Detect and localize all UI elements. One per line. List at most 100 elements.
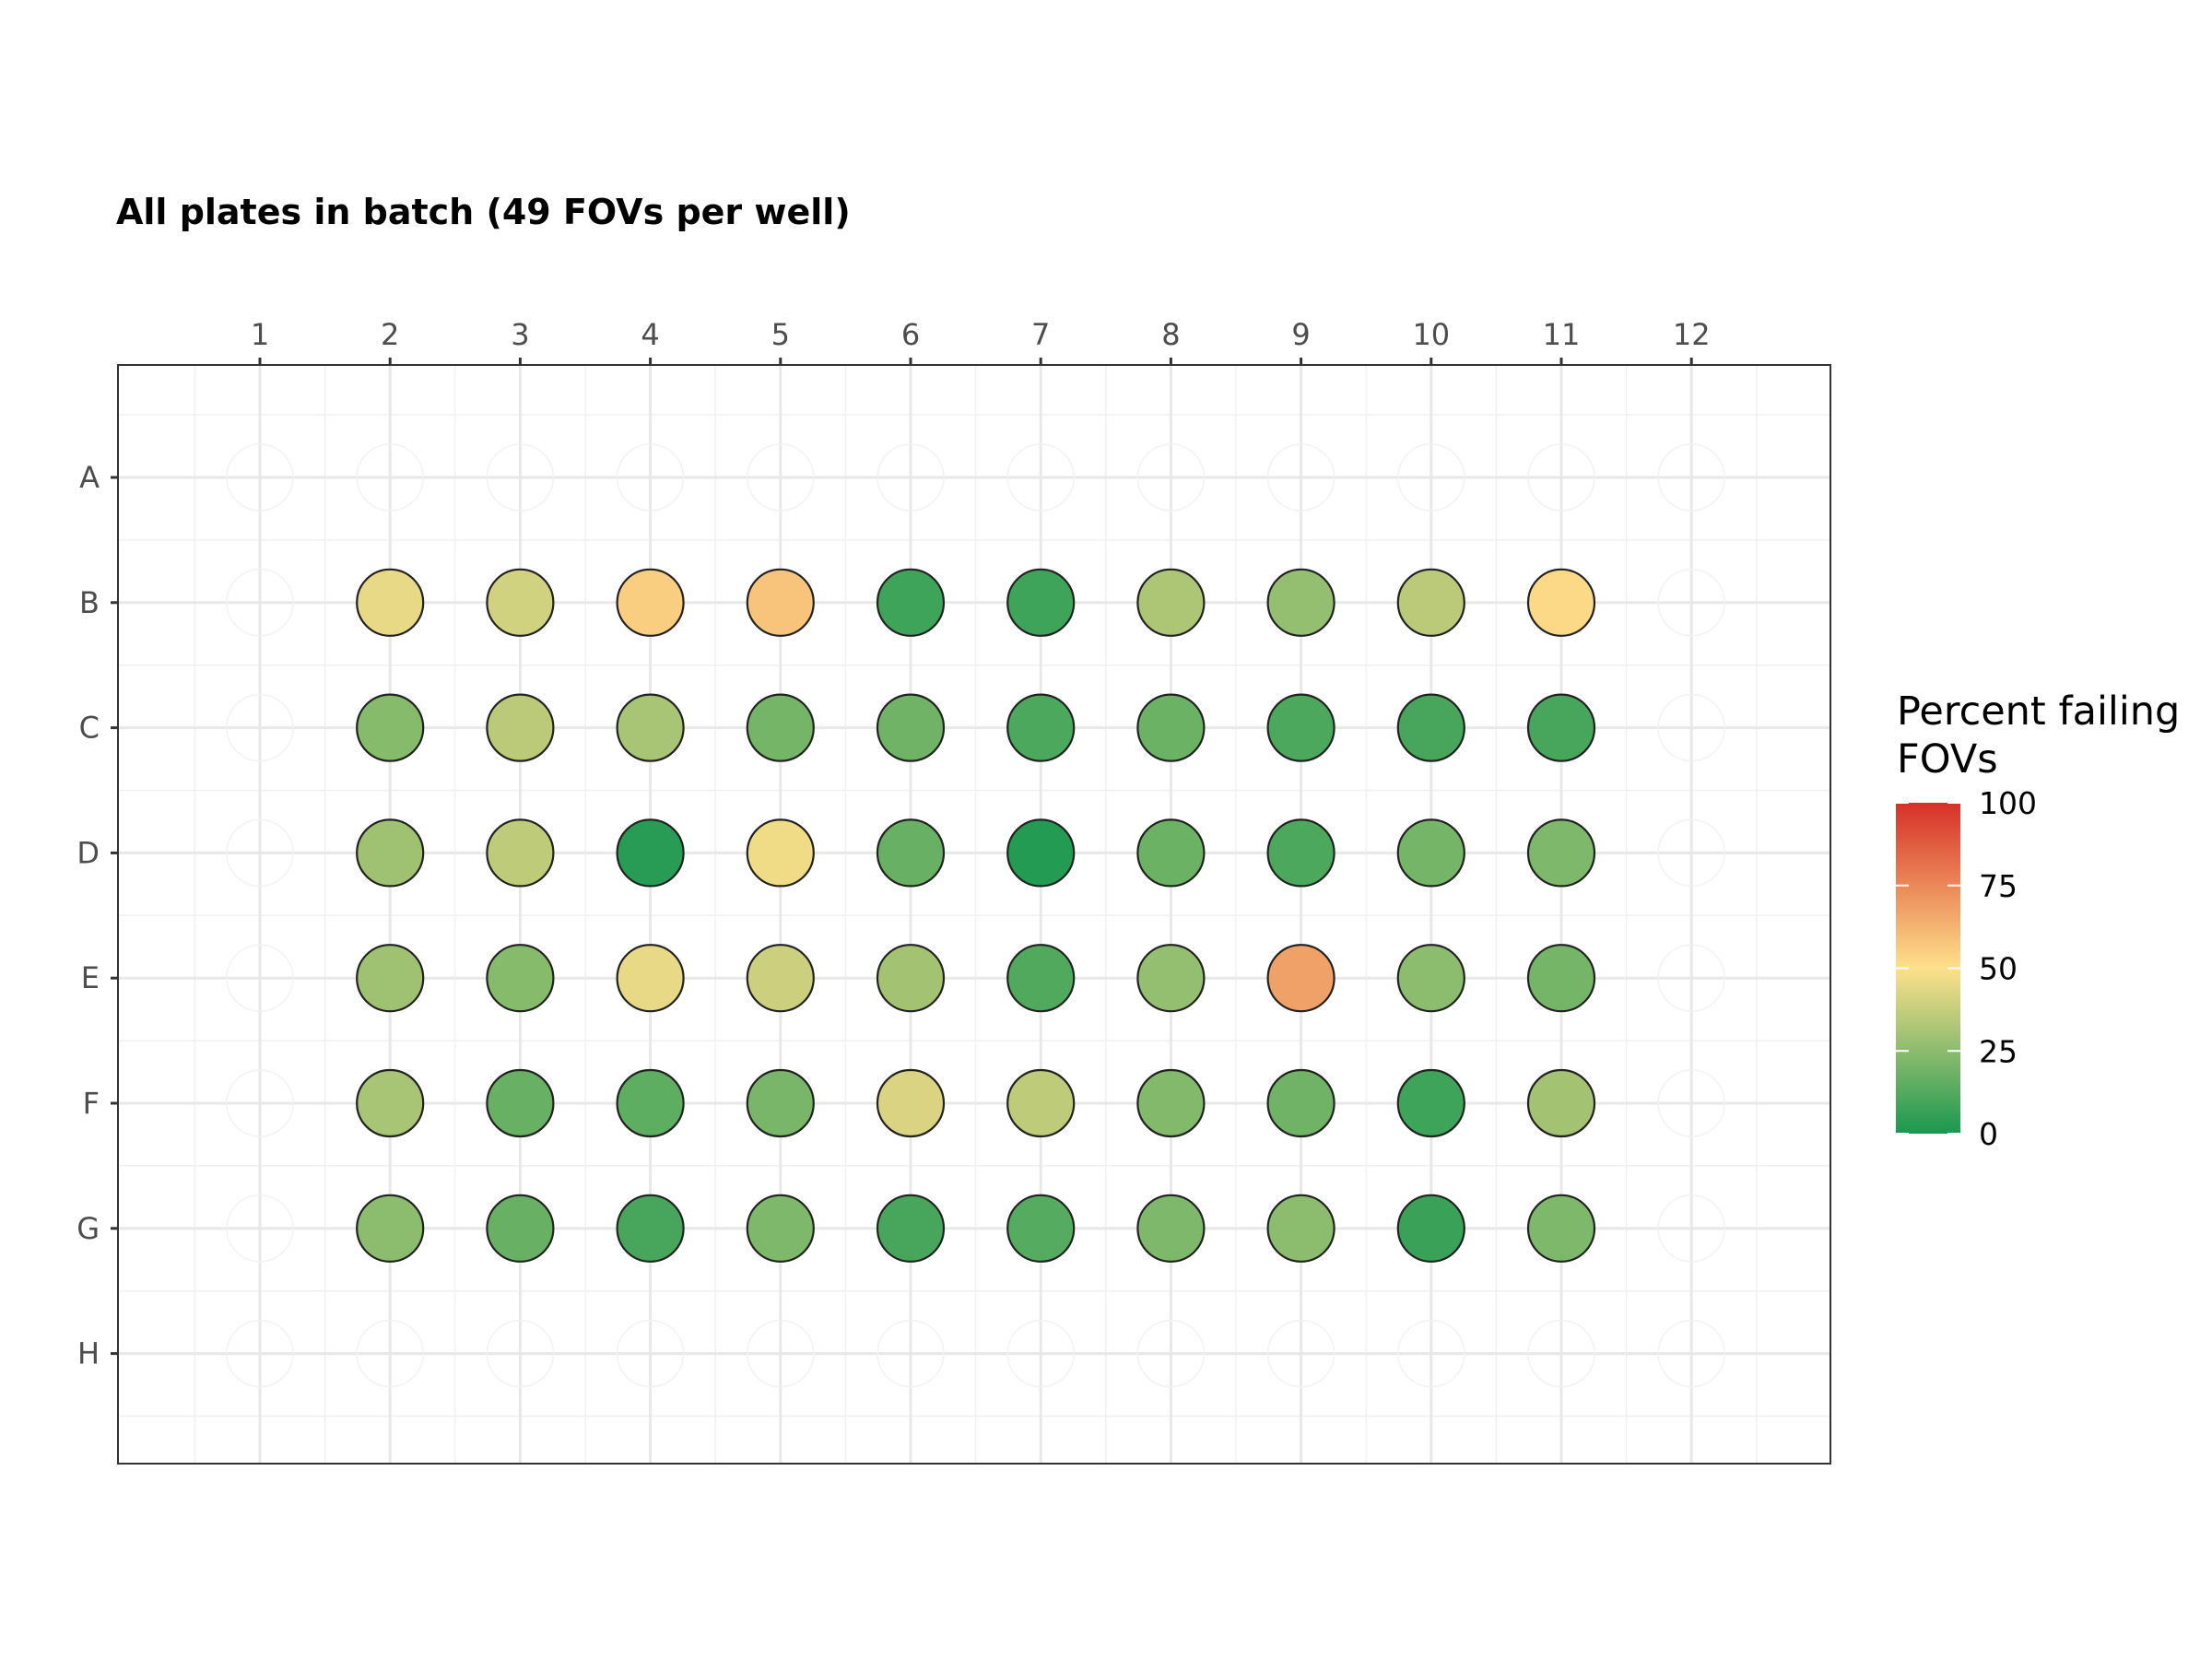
x-tick-label-10: 10 — [1412, 317, 1450, 352]
legend-title: Percent failing FOVs — [1897, 688, 2181, 782]
well-B2 — [356, 568, 425, 637]
x-tick-label-7: 7 — [1031, 317, 1050, 352]
x-tick-label-1: 1 — [251, 317, 269, 352]
empty-well-A3 — [486, 443, 555, 512]
well-D10 — [1396, 818, 1465, 888]
well-F7 — [1006, 1068, 1076, 1138]
well-G9 — [1266, 1194, 1335, 1263]
well-C2 — [356, 693, 425, 762]
well-E7 — [1006, 944, 1076, 1013]
empty-well-H1 — [226, 1319, 294, 1388]
empty-well-A1 — [226, 443, 294, 512]
legend-tick-label-75: 75 — [1979, 868, 2018, 904]
well-C10 — [1396, 693, 1465, 762]
well-E9 — [1266, 944, 1335, 1013]
well-E4 — [616, 944, 685, 1013]
empty-well-H10 — [1397, 1319, 1465, 1388]
well-D5 — [746, 818, 815, 888]
empty-well-B1 — [226, 569, 294, 637]
empty-well-A8 — [1136, 443, 1206, 512]
well-B6 — [876, 568, 946, 637]
legend-tick-label-0: 0 — [1979, 1116, 1998, 1152]
empty-well-A2 — [356, 443, 424, 512]
well-C3 — [486, 693, 555, 762]
empty-well-H4 — [616, 1319, 685, 1388]
y-tick-label-G: G — [76, 1211, 100, 1246]
empty-well-H7 — [1006, 1319, 1075, 1388]
well-F2 — [356, 1068, 425, 1138]
panel-border — [117, 364, 1831, 1465]
empty-well-C12 — [1657, 693, 1725, 762]
x-tick-label-3: 3 — [511, 317, 529, 352]
empty-well-H5 — [747, 1319, 815, 1388]
well-E2 — [356, 944, 425, 1013]
well-E3 — [486, 944, 555, 1013]
well-G3 — [486, 1194, 555, 1263]
empty-well-H2 — [356, 1319, 424, 1388]
well-D9 — [1266, 818, 1335, 888]
well-C11 — [1526, 693, 1596, 762]
empty-well-A4 — [616, 443, 685, 512]
legend-tick-label-50: 50 — [1979, 951, 2018, 987]
empty-well-G1 — [226, 1194, 294, 1263]
legend-tick-label-25: 25 — [1979, 1033, 2018, 1069]
empty-well-G12 — [1657, 1194, 1725, 1263]
well-F11 — [1526, 1068, 1596, 1138]
y-tick-label-B: B — [79, 585, 100, 620]
legend-tick-label-100: 100 — [1979, 785, 2037, 821]
y-tick-label-H: H — [77, 1336, 100, 1371]
x-tick-label-5: 5 — [771, 317, 790, 352]
chart-title: All plates in batch (49 FOVs per well) — [116, 192, 851, 232]
well-C4 — [616, 693, 685, 762]
x-tick-label-8: 8 — [1161, 317, 1180, 352]
well-G4 — [616, 1194, 685, 1263]
well-D2 — [356, 818, 425, 888]
well-E5 — [746, 944, 815, 1013]
x-tick-label-2: 2 — [381, 317, 399, 352]
well-D4 — [616, 818, 685, 888]
well-E8 — [1136, 944, 1206, 1013]
empty-well-D12 — [1657, 818, 1725, 888]
y-tick-label-F: F — [83, 1086, 100, 1121]
x-tick-label-4: 4 — [641, 317, 659, 352]
empty-well-H11 — [1527, 1319, 1595, 1388]
empty-well-A7 — [1006, 443, 1075, 512]
well-D7 — [1006, 818, 1076, 888]
empty-well-A9 — [1266, 443, 1335, 512]
well-D8 — [1136, 818, 1206, 888]
well-G10 — [1396, 1194, 1465, 1263]
well-G6 — [876, 1194, 946, 1263]
well-F4 — [616, 1068, 685, 1138]
well-F8 — [1136, 1068, 1206, 1138]
well-B3 — [486, 568, 555, 637]
y-tick-label-A: A — [79, 460, 100, 495]
empty-well-D1 — [226, 818, 294, 888]
panel-background — [118, 365, 1830, 1464]
well-F6 — [876, 1068, 946, 1138]
well-E11 — [1526, 944, 1596, 1013]
empty-well-H9 — [1266, 1319, 1335, 1388]
well-B8 — [1136, 568, 1206, 637]
well-F9 — [1266, 1068, 1335, 1138]
well-B5 — [746, 568, 815, 637]
x-tick-label-9: 9 — [1291, 317, 1310, 352]
empty-well-C1 — [226, 693, 294, 762]
well-B11 — [1526, 568, 1596, 637]
empty-well-H6 — [877, 1319, 945, 1388]
x-tick-label-6: 6 — [901, 317, 920, 352]
empty-well-A6 — [877, 443, 945, 512]
well-E6 — [876, 944, 946, 1013]
well-C6 — [876, 693, 946, 762]
y-tick-label-D: D — [76, 835, 100, 870]
empty-well-H8 — [1136, 1319, 1206, 1388]
well-G8 — [1136, 1194, 1206, 1263]
empty-well-H12 — [1657, 1319, 1725, 1388]
well-G5 — [746, 1194, 815, 1263]
well-B7 — [1006, 568, 1076, 637]
well-D6 — [876, 818, 946, 888]
well-B4 — [616, 568, 685, 637]
empty-well-A12 — [1657, 443, 1725, 512]
well-D3 — [486, 818, 555, 888]
well-C9 — [1266, 693, 1335, 762]
well-C8 — [1136, 693, 1206, 762]
